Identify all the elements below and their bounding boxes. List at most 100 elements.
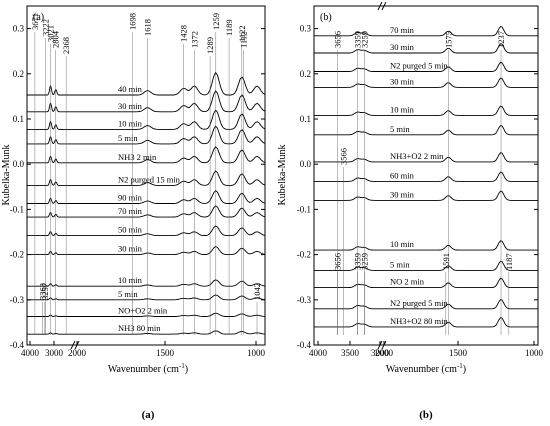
series-label: 30 min (390, 76, 415, 86)
x-axis-title-b: Wavenumber (cm-1) (386, 362, 466, 375)
series-label: 10 min (118, 118, 143, 128)
series-line (27, 71, 266, 96)
panel-a: (a) Kubelka-Munk 0.3 0.2 0.1 0.0 -0.1 -0.2 -0.… (1, 5, 266, 421)
peak-label: 1112 (239, 32, 249, 48)
x-tick-label: 3000 (371, 348, 390, 358)
series-line (314, 105, 538, 116)
series-label: 10 min (390, 104, 415, 114)
series-label: 40 min (118, 84, 143, 94)
x-tick-label: 2000 (68, 348, 87, 358)
peak-label: 3363 (37, 283, 47, 300)
peak-label: 2804 (51, 30, 61, 48)
series-line (27, 330, 266, 335)
series-label: NH3 80 min (118, 323, 161, 333)
series-line (314, 77, 538, 88)
y-tick-label: -0.2 (297, 250, 311, 260)
peak-label: 1428 (179, 25, 189, 42)
x-tick-label: 1000 (247, 348, 266, 358)
x-tick-label: 4000 (21, 348, 40, 358)
axis-break-b (377, 1, 387, 350)
series-line (314, 317, 538, 328)
peak-label: 3671 (30, 13, 40, 30)
series-label: NH3 2 min (118, 152, 157, 162)
y-tick-label: 0.0 (13, 159, 25, 169)
series-line (314, 298, 538, 310)
x-tick-label: 4000 (309, 348, 328, 358)
series-label: 10 min (118, 275, 143, 285)
y-tick-label: -0.1 (297, 204, 311, 214)
series-line (27, 245, 266, 256)
series-line (27, 170, 266, 186)
series-line (27, 189, 266, 204)
peak-label: 1237 (496, 31, 506, 48)
peak-label: 1591 (441, 253, 451, 270)
peak-label: 3021 (46, 25, 56, 42)
y-ticks-b: 0.3 0.2 0.1 0.0 -0.1 -0.2 -0.3 -0.4 (297, 24, 538, 350)
y-axis-title-b: Kubelka-Munk (277, 144, 288, 205)
x-ticks-a: 4000 3000 2000 1500 1000 (21, 341, 266, 358)
series-line (27, 279, 266, 287)
curves-b (314, 25, 538, 328)
figure-caption-b: (b) (419, 409, 433, 421)
peak-label: 1189 (224, 19, 234, 36)
y-axis-title-a: Kubelka-Munk (1, 144, 12, 205)
series-label: 5 min (390, 259, 410, 269)
peak-label: 1372 (189, 31, 199, 48)
y-tick-label: -0.4 (10, 340, 25, 350)
series-labels-b: 70 min 30 min N2 purged 5 min 30 min 10 min 5… (390, 25, 448, 326)
series-label: 30 min (390, 42, 415, 52)
series-line (314, 25, 538, 37)
series-label: 70 min (118, 206, 143, 216)
peak-label: 1698 (127, 13, 137, 30)
y-tick-label: -0.1 (10, 204, 24, 214)
series-line (314, 152, 538, 163)
series-line (27, 145, 266, 164)
series-label: N2 purged 5 min (390, 61, 448, 71)
axis-break-a (70, 340, 80, 350)
figure-caption-a: (a) (142, 409, 155, 421)
peak-label: 2368 (61, 37, 71, 54)
peak-label: 1289 (205, 37, 215, 54)
series-line (314, 61, 538, 72)
series-line (27, 294, 266, 301)
y-ticks-a: 0.3 0.2 0.1 0.0 -0.1 -0.2 -0.3 -0.4 (10, 24, 265, 350)
peak-label: 3656 (332, 31, 342, 48)
series-label: NH3+O2 80 min (390, 316, 448, 326)
series-line (27, 109, 266, 130)
series-label: 5 min (390, 124, 410, 134)
panel-label-a: (a) (33, 12, 44, 23)
series-label: 30 min (118, 101, 143, 111)
peak-label: 3566 (339, 148, 349, 165)
y-tick-label: 0.3 (13, 24, 25, 34)
panel-label-b: (b) (320, 12, 332, 23)
series-label: 90 min (118, 193, 143, 203)
series-line (314, 260, 538, 271)
series-line (314, 277, 538, 289)
peak-label: 1187 (504, 253, 514, 270)
series-label: NO+O2 2 min (118, 306, 168, 316)
y-tick-label: -0.2 (10, 250, 24, 260)
y-tick-label: 0.3 (300, 24, 312, 34)
peak-label: 1042 (252, 283, 262, 300)
peak-label: 1618 (143, 19, 153, 36)
peak-label: 3259 (359, 253, 369, 270)
x-tick-label: 2000 (375, 348, 394, 358)
x-tick-label: 3500 (341, 348, 360, 358)
x-axis-title-a: Wavenumber (cm-1) (108, 362, 188, 375)
series-line (27, 89, 266, 113)
peak-label: 3259 (359, 31, 369, 48)
series-label: NO 2 min (390, 277, 425, 287)
series-line (314, 124, 538, 136)
peak-label: 3359 (353, 31, 363, 48)
series-line (27, 225, 266, 237)
series-line (314, 171, 538, 182)
series-line (27, 125, 266, 145)
y-tick-label: -0.3 (297, 295, 312, 305)
series-label: 10 min (390, 239, 415, 249)
curves-a (27, 71, 266, 335)
series-label: 30 min (390, 189, 415, 199)
y-tick-label: 0.2 (300, 69, 311, 79)
panel-b: (b) Kubelka-Munk 0.3 0.2 0.1 0.0 -0.1 -0.2 -0.… (277, 1, 544, 421)
